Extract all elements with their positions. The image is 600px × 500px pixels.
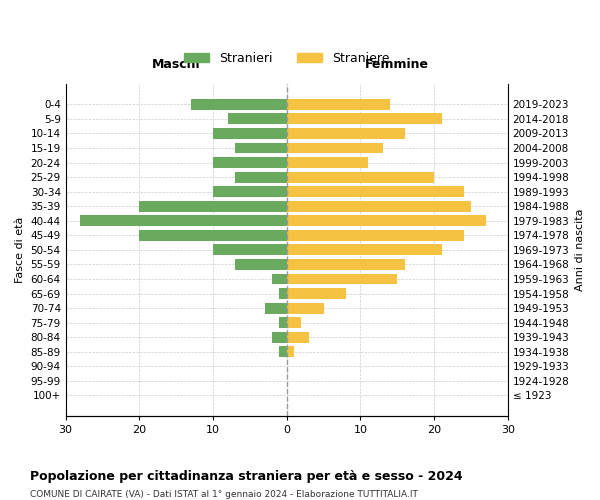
- Bar: [272, 332, 287, 342]
- Bar: [287, 259, 404, 270]
- Y-axis label: Fasce di età: Fasce di età: [15, 216, 25, 283]
- Bar: [287, 346, 294, 357]
- Bar: [272, 274, 287, 284]
- Bar: [80, 216, 287, 226]
- Bar: [287, 186, 464, 197]
- Bar: [287, 274, 397, 284]
- Bar: [235, 172, 287, 182]
- Bar: [287, 142, 383, 154]
- Bar: [287, 114, 442, 124]
- Bar: [213, 244, 287, 256]
- Text: Maschi: Maschi: [152, 58, 200, 70]
- Bar: [287, 172, 434, 182]
- Bar: [287, 128, 404, 139]
- Bar: [287, 216, 486, 226]
- Bar: [265, 302, 287, 314]
- Bar: [191, 99, 287, 110]
- Bar: [280, 346, 287, 357]
- Bar: [287, 201, 471, 211]
- Bar: [280, 288, 287, 299]
- Bar: [287, 317, 301, 328]
- Bar: [280, 317, 287, 328]
- Text: Popolazione per cittadinanza straniera per età e sesso - 2024: Popolazione per cittadinanza straniera p…: [30, 470, 463, 483]
- Bar: [287, 302, 323, 314]
- Bar: [287, 332, 309, 342]
- Bar: [139, 230, 287, 241]
- Bar: [235, 259, 287, 270]
- Bar: [139, 201, 287, 211]
- Bar: [213, 128, 287, 139]
- Y-axis label: Anni di nascita: Anni di nascita: [575, 208, 585, 291]
- Bar: [213, 186, 287, 197]
- Bar: [287, 244, 442, 256]
- Bar: [287, 99, 390, 110]
- Bar: [213, 157, 287, 168]
- Bar: [287, 157, 368, 168]
- Legend: Stranieri, Straniere: Stranieri, Straniere: [179, 47, 395, 70]
- Text: Femmine: Femmine: [365, 58, 429, 70]
- Bar: [287, 288, 346, 299]
- Bar: [228, 114, 287, 124]
- Bar: [287, 230, 464, 241]
- Bar: [235, 142, 287, 154]
- Text: COMUNE DI CAIRATE (VA) - Dati ISTAT al 1° gennaio 2024 - Elaborazione TUTTITALIA: COMUNE DI CAIRATE (VA) - Dati ISTAT al 1…: [30, 490, 418, 499]
